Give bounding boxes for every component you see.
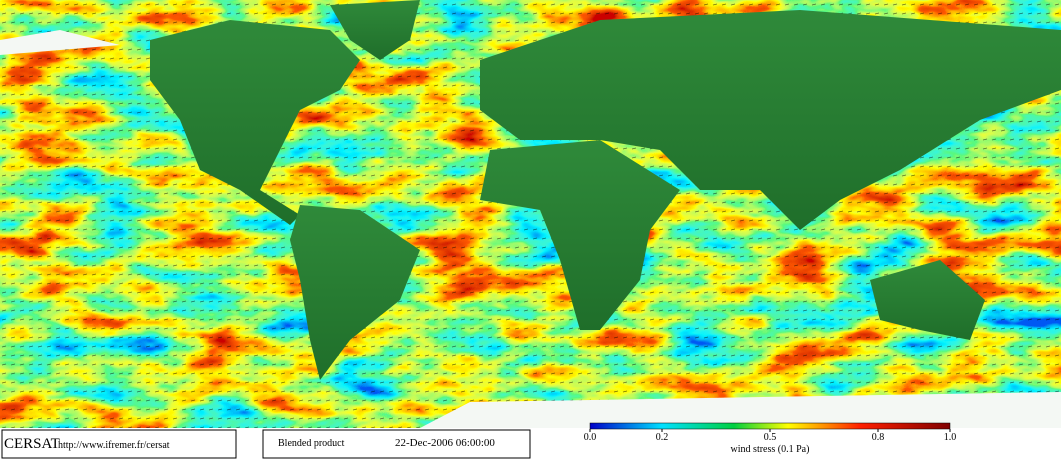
australia	[870, 260, 985, 340]
url: http://www.ifremer.fr/cersat	[58, 440, 170, 451]
colorbar	[589, 422, 951, 430]
south-america	[290, 205, 420, 380]
product-box	[262, 429, 531, 459]
date: 22-Dec-2006 06:00:00	[395, 437, 495, 449]
arctic-ice	[0, 30, 120, 55]
africa	[480, 140, 680, 330]
colorbar-tick-label: 0.0	[584, 432, 597, 443]
colorbar-label: wind stress (0.1 Pa)	[731, 444, 810, 455]
logo: CERSAT	[4, 436, 60, 452]
eurasia	[480, 10, 1061, 230]
greenland	[330, 0, 420, 60]
north-america	[150, 20, 360, 225]
antarctica	[420, 392, 1061, 428]
product: Blended product	[278, 438, 345, 449]
colorbar-tick-label: 0.5	[764, 432, 777, 443]
continents	[150, 0, 1061, 380]
colorbar-tick-label: 0.8	[872, 432, 885, 443]
colorbar-tick-label: 1.0	[944, 432, 957, 443]
credit-box	[1, 429, 237, 459]
colorbar-tick-label: 0.2	[656, 432, 669, 443]
